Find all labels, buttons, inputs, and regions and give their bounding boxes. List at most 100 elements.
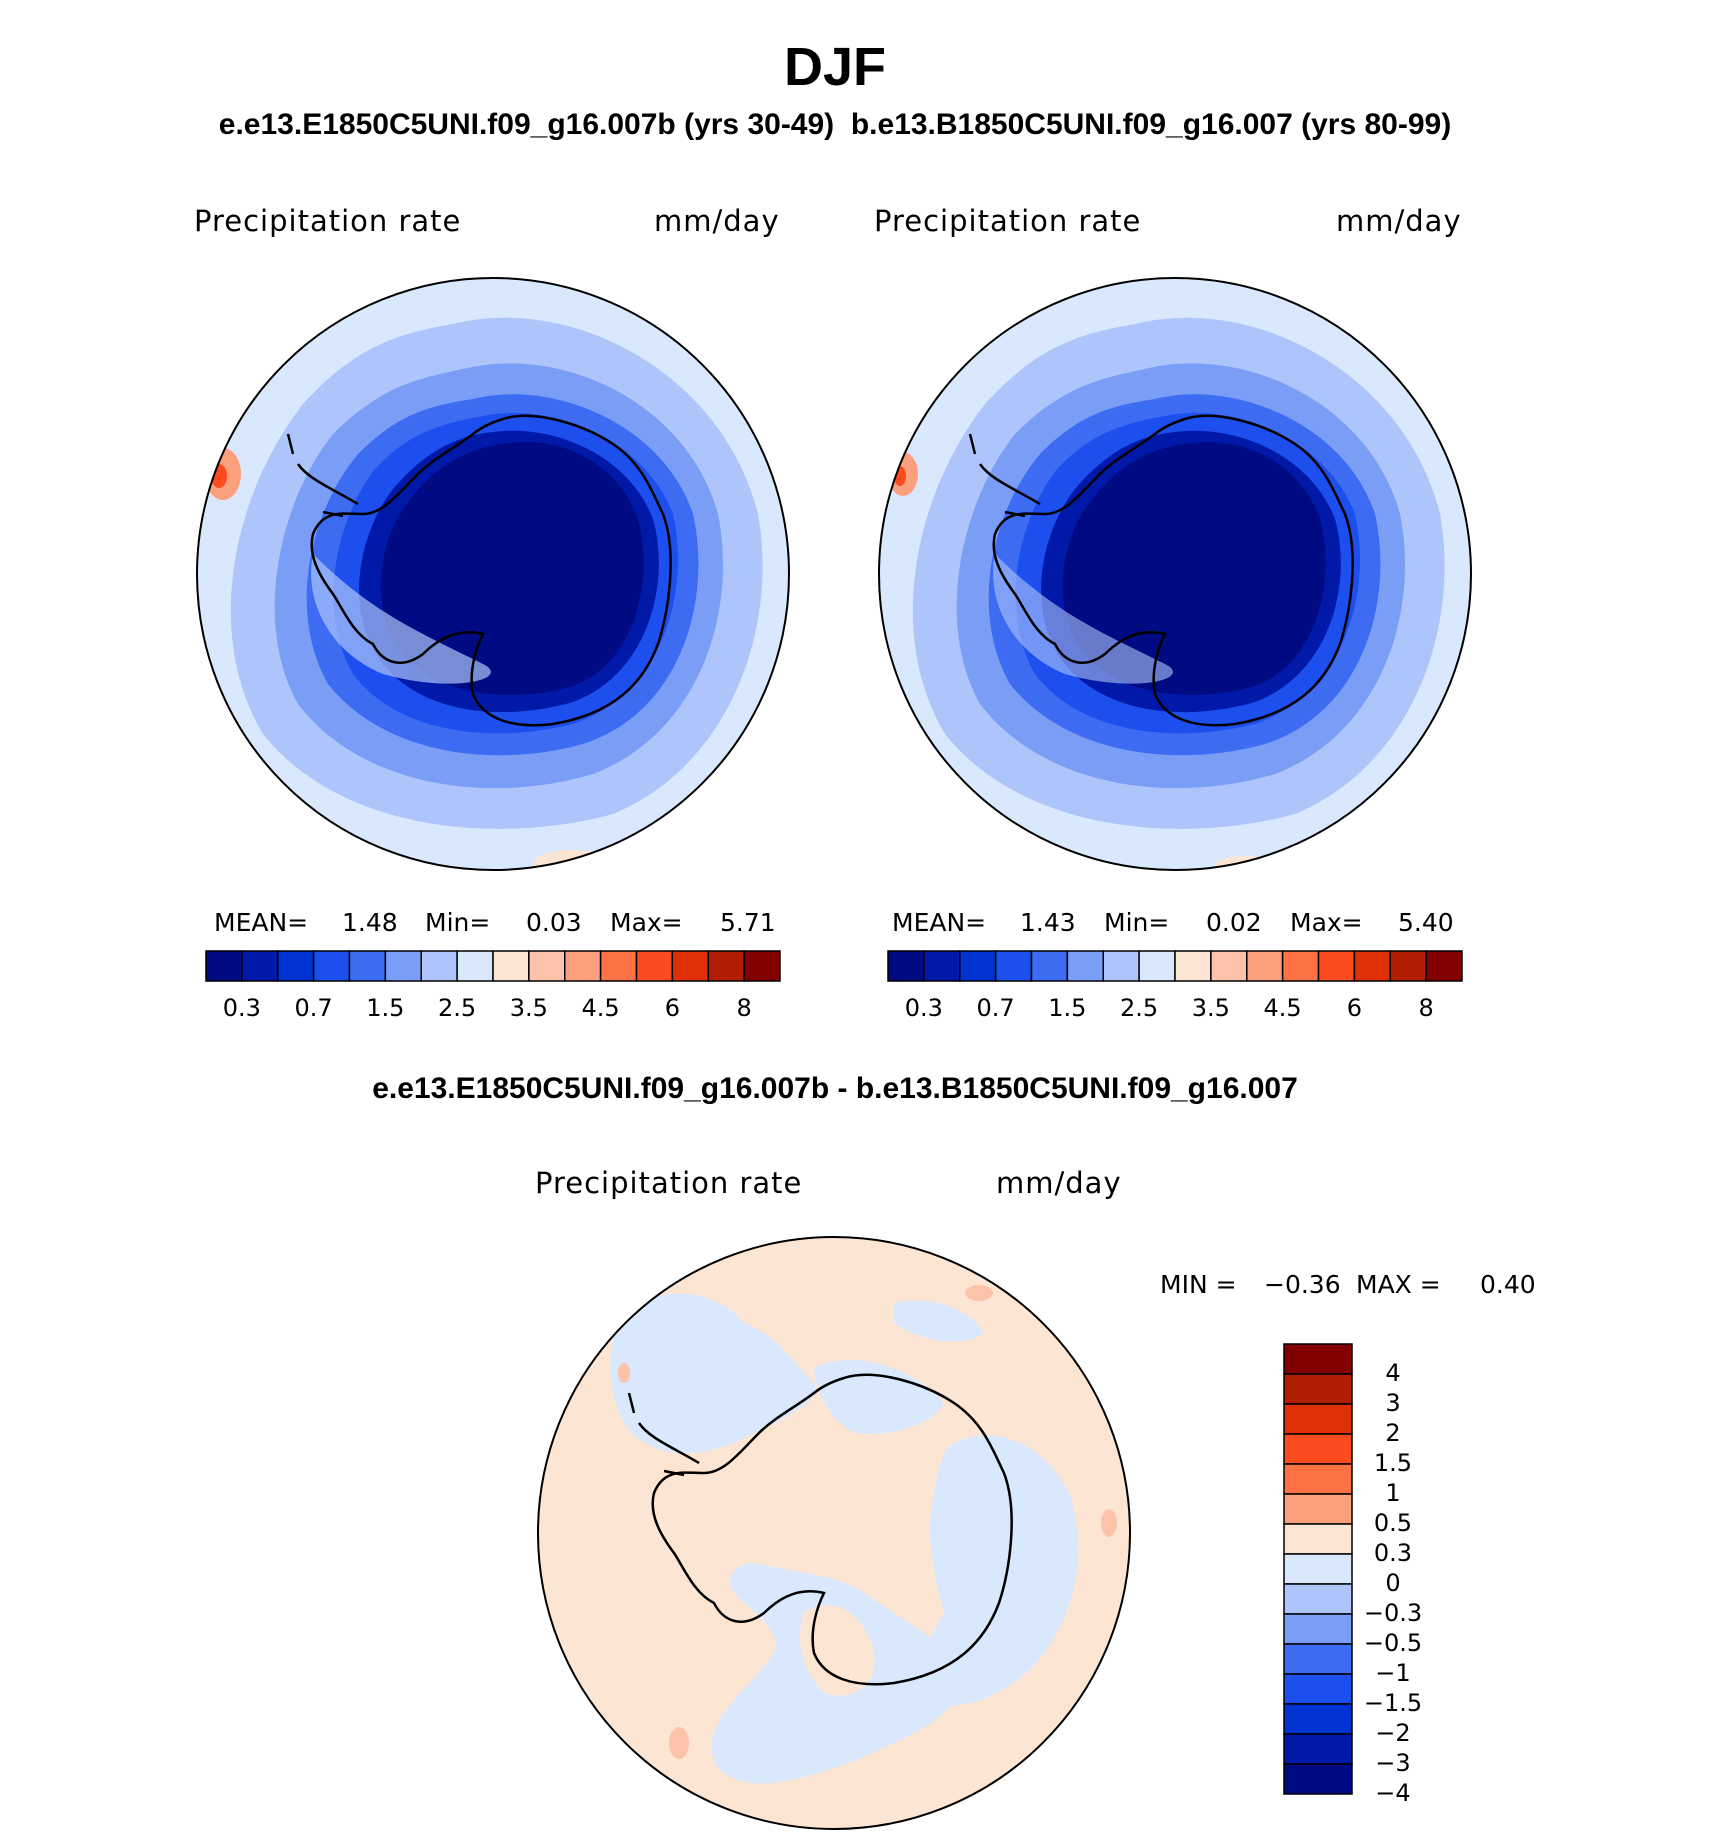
panel1-polar-map [196, 277, 790, 871]
colorbar-swatch [1283, 1733, 1353, 1765]
colorbar-tick-label: 8 [1418, 994, 1434, 1022]
colorbar-swatch [1066, 950, 1104, 982]
diff-max-value: 0.40 [1480, 1270, 1536, 1299]
colorbar-tick-label: 0 [1385, 1569, 1401, 1597]
colorbar-tick-label: 1.5 [366, 994, 405, 1022]
colorbar-swatch [1283, 1553, 1353, 1585]
panel1-colorbar [205, 950, 781, 982]
colorbar-swatch [1283, 1643, 1353, 1675]
colorbar-tick-label: −4 [1375, 1779, 1411, 1807]
colorbar-tick-label: 0.3 [904, 994, 943, 1022]
colorbar-swatch [312, 950, 351, 982]
colorbar-swatch [743, 950, 781, 982]
colorbar-swatch [1283, 1613, 1353, 1645]
colorbar-tick-label: −3 [1375, 1749, 1411, 1777]
colorbar-tick-label: 0.3 [222, 994, 261, 1022]
colorbar-swatch [1102, 950, 1140, 982]
colorbar-swatch [1174, 950, 1212, 982]
colorbar-swatch [348, 950, 387, 982]
colorbar-tick-label: 1 [1385, 1479, 1401, 1507]
diff-units-label: mm/day [996, 1166, 1122, 1200]
colorbar-swatch [1425, 950, 1463, 982]
colorbar-tick-label: 0.3 [1373, 1539, 1413, 1567]
colorbar-tick-label: −0.3 [1363, 1599, 1423, 1627]
colorbar-tick-label: 2.5 [438, 994, 477, 1022]
colorbar-swatch [1283, 1433, 1353, 1465]
colorbar-swatch [887, 950, 925, 982]
colorbar-tick-label: 1.5 [1048, 994, 1087, 1022]
colorbar-tick-label: 6 [664, 994, 681, 1022]
colorbar-swatch [1283, 1703, 1353, 1735]
panel2-max-value: 5.40 [1398, 908, 1454, 937]
colorbar-swatch [456, 950, 494, 982]
panel2-max-label: Max= [1290, 908, 1363, 937]
colorbar-tick-label: 3.5 [1191, 994, 1230, 1022]
colorbar-tick-label: 3.5 [509, 994, 548, 1022]
panel1-variable-label: Precipitation rate [194, 204, 462, 238]
panel2-mean-label: MEAN= [892, 908, 987, 937]
colorbar-swatch [1283, 1403, 1353, 1435]
panel1-mean-value: 1.48 [342, 908, 398, 937]
colorbar-swatch [959, 950, 997, 982]
colorbar-swatch [528, 950, 566, 982]
colorbar-swatch [1283, 1493, 1353, 1525]
colorbar-swatch [599, 950, 638, 982]
diff-variable-label: Precipitation rate [535, 1166, 803, 1200]
colorbar-tick-label: 2 [1385, 1419, 1401, 1447]
panel2-min-label: Min= [1104, 908, 1170, 937]
colorbar-swatch [1283, 1343, 1353, 1375]
colorbar-swatch [1283, 1373, 1353, 1405]
colorbar-swatch [1030, 950, 1069, 982]
colorbar-tick-label: 6 [1346, 994, 1363, 1022]
diff-colorbar [1283, 1343, 1353, 1795]
colorbar-swatch [564, 950, 602, 982]
diff-colorbar-labels: 4 3 2 1.5 1 0.5 0.3 0 −0.3 −0.5 −1 −1.5 −2 −3 −4 [1358, 1344, 1458, 1807]
colorbar-tick-label: 8 [736, 994, 752, 1022]
panel1-max-label: Max= [610, 908, 683, 937]
panel2-variable-label: Precipitation rate [874, 204, 1142, 238]
colorbar-swatch [1281, 950, 1320, 982]
colorbar-tick-label: 1.5 [1373, 1449, 1413, 1477]
diff-polar-map [537, 1236, 1131, 1830]
diff-min-value: −0.36 [1264, 1270, 1341, 1299]
colorbar-swatch [1210, 950, 1248, 982]
colorbar-swatch [707, 950, 745, 982]
colorbar-tick-label: 2.5 [1120, 994, 1159, 1022]
colorbar-swatch [1353, 950, 1391, 982]
colorbar-swatch [1283, 1673, 1353, 1705]
panel1-max-value: 5.71 [720, 908, 776, 937]
colorbar-swatch [1389, 950, 1427, 982]
colorbar-tick-label: −0.5 [1363, 1629, 1423, 1657]
colorbar-swatch [1283, 1583, 1353, 1615]
colorbar-swatch [1283, 1463, 1353, 1495]
colorbar-swatch [384, 950, 422, 982]
colorbar-swatch [1246, 950, 1284, 982]
colorbar-swatch [635, 950, 674, 982]
colorbar-tick-label: 4.5 [1263, 994, 1302, 1022]
colorbar-tick-label: −1.5 [1363, 1689, 1423, 1717]
difference-title: e.e13.E1850C5UNI.f09_g16.007b - b.e13.B1… [372, 1072, 1298, 1105]
panel2-colorbar [887, 950, 1463, 982]
colorbar-swatch [1283, 1763, 1353, 1795]
panel1-mean-label: MEAN= [214, 908, 309, 937]
panel2-polar-map [878, 277, 1472, 871]
panel2-mean-value: 1.43 [1020, 908, 1076, 937]
colorbar-tick-label: 4 [1385, 1359, 1401, 1387]
colorbar-swatch [923, 950, 961, 982]
panel2-units-label: mm/day [1336, 204, 1462, 238]
panel1-min-value: 0.03 [526, 908, 582, 937]
page-title: DJF [783, 37, 886, 97]
colorbar-tick-label: −1 [1375, 1659, 1411, 1687]
panel1-colorbar-labels: 0.3 0.7 1.5 2.5 3.5 4.5 6 8 [206, 994, 780, 1024]
colorbar-swatch [1317, 950, 1356, 982]
panel1-units-label: mm/day [654, 204, 780, 238]
panel2-colorbar-labels: 0.3 0.7 1.5 2.5 3.5 4.5 6 8 [888, 994, 1462, 1024]
diff-max-label: MAX = [1356, 1270, 1441, 1299]
colorbar-tick-label: 0.7 [976, 994, 1015, 1022]
colorbar-swatch [205, 950, 243, 982]
colorbar-tick-label: 0.5 [1373, 1509, 1413, 1537]
colorbar-tick-label: 0.7 [294, 994, 333, 1022]
left-case-title: e.e13.E1850C5UNI.f09_g16.007b (yrs 30-49… [218, 108, 835, 141]
colorbar-swatch [671, 950, 709, 982]
colorbar-swatch [994, 950, 1033, 982]
